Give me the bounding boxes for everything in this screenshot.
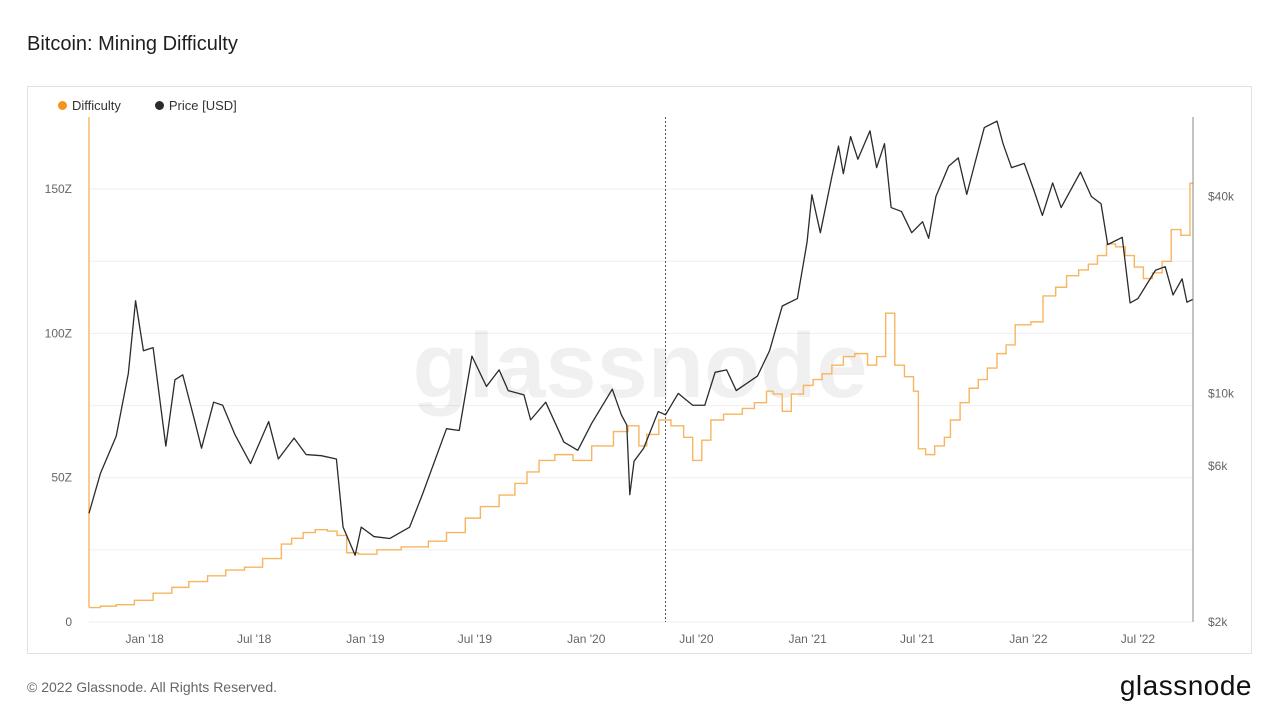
right-tick-label: $10k	[1208, 386, 1235, 400]
x-tick-label: Jul '21	[900, 632, 935, 646]
x-tick-label: Jul '18	[237, 632, 272, 646]
x-tick-label: Jan '19	[346, 632, 385, 646]
legend-label-price: Price [USD]	[168, 98, 237, 113]
watermark-text: glassnode	[412, 315, 867, 417]
series-difficulty-line	[89, 182, 1193, 609]
right-tick-label: $2k	[1208, 615, 1228, 629]
x-tick-label: Jan '18	[125, 632, 164, 646]
left-axis-ticks: 0 50Z 100Z 150Z	[45, 182, 73, 629]
legend-item-price[interactable]: Price [USD]	[154, 98, 237, 113]
left-tick-label: 0	[65, 615, 72, 629]
left-tick-label: 50Z	[51, 471, 72, 485]
x-tick-label: Jul '19	[458, 632, 493, 646]
page-title: Bitcoin: Mining Difficulty	[27, 33, 238, 55]
x-tick-label: Jan '21	[788, 632, 827, 646]
x-axis-ticks: Jan '18 Jul '18 Jan '19 Jul '19 Jan '20 Jul '…	[125, 632, 1155, 646]
left-tick-label: 150Z	[45, 182, 72, 196]
x-tick-label: Jan '20	[567, 632, 606, 646]
right-tick-label: $40k	[1208, 189, 1235, 203]
legend-dot-difficulty	[58, 101, 67, 110]
left-tick-label: 100Z	[45, 326, 72, 340]
right-tick-label: $6k	[1208, 459, 1228, 473]
chart-panel	[27, 86, 1252, 654]
grid-lines	[89, 188, 1193, 623]
x-tick-label: Jan '22	[1009, 632, 1048, 646]
legend-label-difficulty: Difficulty	[72, 98, 121, 113]
right-axis-ticks: $2k $6k $10k $40k	[1208, 189, 1235, 629]
series-layer	[88, 117, 1194, 609]
x-tick-label: Jul '20	[679, 632, 714, 646]
legend-dot-price	[154, 101, 164, 110]
glassnode-logo[interactable]: glassnode	[1119, 670, 1252, 701]
series-price-line	[88, 120, 1194, 556]
chart-legend: Difficulty Price [USD]	[58, 98, 237, 113]
x-tick-label: Jul '22	[1121, 632, 1156, 646]
copyright-text: © 2022 Glassnode. All Rights Reserved.	[27, 679, 278, 695]
legend-item-difficulty[interactable]: Difficulty	[58, 98, 121, 113]
